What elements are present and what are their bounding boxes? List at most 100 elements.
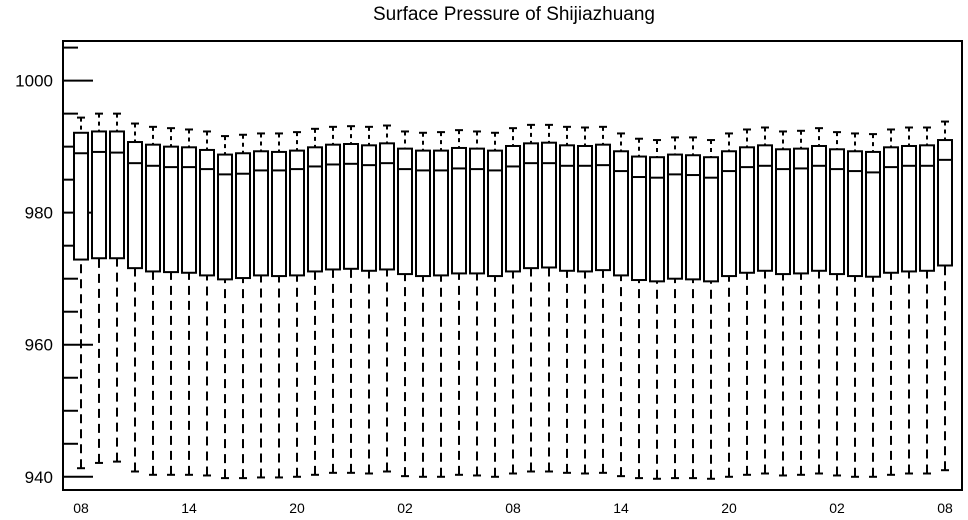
box-11 (271, 132, 287, 479)
x-tick-label: 02 (829, 500, 845, 516)
box-body (721, 150, 737, 278)
box-7 (199, 130, 215, 477)
box-21 (451, 129, 467, 476)
box-body (361, 144, 377, 272)
box-body (91, 130, 107, 260)
box-body (775, 148, 791, 276)
box-48 (937, 120, 953, 472)
box-body (181, 146, 197, 274)
box-body (379, 142, 395, 271)
box-16 (361, 125, 377, 475)
box-body (901, 144, 917, 273)
box-45 (883, 128, 899, 476)
box-body (865, 150, 881, 278)
x-tick-label: 20 (721, 500, 737, 516)
box-22 (469, 130, 485, 477)
box-body (235, 152, 251, 280)
box-29 (595, 125, 611, 474)
box-12 (289, 131, 305, 478)
box-body (343, 143, 359, 270)
y-tick-label: 980 (25, 204, 53, 223)
box-38 (757, 126, 773, 475)
box-10 (253, 132, 269, 479)
boxes-layer (73, 112, 953, 480)
box-33 (667, 136, 683, 480)
box-body (523, 142, 539, 270)
box-36 (721, 132, 737, 478)
box-2 (109, 112, 125, 463)
box-31 (631, 137, 647, 480)
box-40 (793, 129, 809, 476)
x-tick-label: 02 (397, 500, 413, 516)
box-34 (685, 136, 701, 480)
x-tick-label: 08 (73, 500, 89, 516)
box-body (577, 144, 593, 273)
box-44 (865, 133, 881, 478)
box-46 (901, 126, 917, 475)
y-tick-label: 940 (25, 468, 53, 487)
box-body (433, 149, 449, 277)
x-tick-label: 14 (613, 500, 629, 516)
box-0 (73, 116, 89, 470)
box-body (667, 153, 683, 280)
box-body (685, 154, 701, 281)
box-body (847, 150, 863, 278)
box-body (325, 143, 341, 271)
box-8 (217, 135, 233, 480)
box-body (919, 144, 935, 272)
box-body (757, 144, 773, 272)
box-body (289, 149, 305, 277)
box-15 (343, 125, 359, 474)
box-13 (307, 127, 323, 476)
box-25 (523, 123, 539, 473)
box-5 (163, 127, 179, 476)
box-14 (325, 125, 341, 474)
box-body (631, 155, 647, 282)
box-28 (577, 126, 593, 475)
box-body (649, 156, 665, 283)
x-tick-label: 20 (289, 500, 305, 516)
box-body (595, 143, 611, 272)
box-42 (829, 131, 845, 477)
y-tick-label: 960 (25, 336, 53, 355)
box-body (505, 144, 521, 273)
chart-title: Surface Pressure of Shijiazhuang (373, 4, 655, 25)
box-body (127, 141, 143, 270)
box-body (307, 146, 323, 273)
box-24 (505, 127, 521, 475)
box-27 (559, 125, 575, 474)
box-body (163, 145, 179, 274)
box-17 (379, 124, 395, 473)
box-body (271, 150, 287, 278)
box-body (811, 144, 827, 272)
box-body (739, 146, 755, 274)
x-tick-label: 08 (505, 500, 521, 516)
box-body (217, 153, 233, 281)
plot-frame (62, 40, 963, 491)
x-tick-label: 14 (181, 500, 197, 516)
box-body (109, 130, 125, 260)
box-body (199, 148, 215, 277)
box-19 (415, 131, 431, 478)
box-body (829, 148, 845, 276)
box-26 (541, 123, 557, 473)
box-body (613, 150, 629, 277)
box-47 (919, 126, 935, 475)
box-body (883, 146, 899, 274)
box-body (253, 150, 269, 277)
box-body (541, 141, 557, 269)
box-35 (703, 139, 719, 480)
box-body (487, 149, 503, 278)
box-43 (847, 132, 863, 478)
box-20 (433, 131, 449, 478)
box-30 (613, 132, 629, 478)
x-axis-ticks: 08 14 20 02 08 14 20 02 08 (73, 500, 953, 516)
box-9 (235, 133, 251, 480)
box-39 (775, 130, 791, 477)
box-41 (811, 127, 827, 475)
x-tick-label: 08 (937, 500, 953, 516)
box-body (397, 147, 413, 276)
box-32 (649, 139, 665, 480)
box-body (73, 131, 89, 261)
